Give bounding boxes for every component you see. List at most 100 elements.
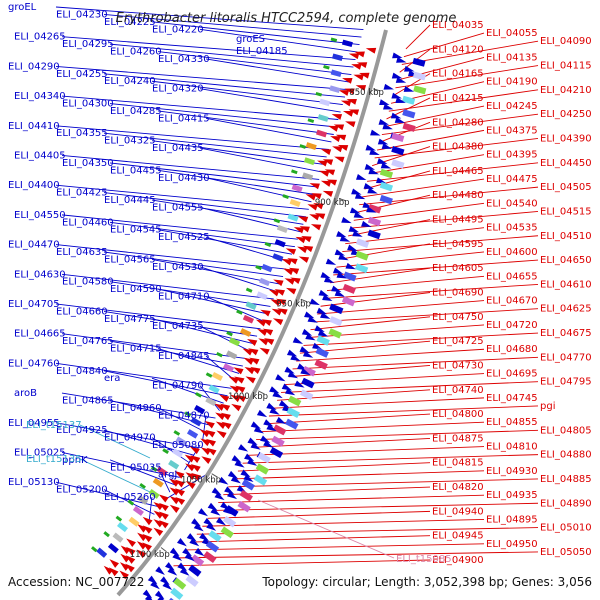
forward-gene-arrow [394, 117, 406, 123]
gene-label: ELI_04875 [432, 433, 484, 444]
feature-bar [367, 216, 382, 227]
reverse-gene-arrow [332, 146, 343, 153]
gene-label: ELI_04220 [152, 24, 204, 35]
feature-bar [208, 384, 220, 394]
gene-label: ELI_04280 [432, 117, 484, 128]
reverse-gene-arrow [126, 538, 136, 548]
feature-marker [323, 65, 330, 70]
gene-label: ELI_04800 [432, 409, 484, 420]
feature-bar [253, 474, 268, 486]
feature-bar [152, 477, 164, 488]
forward-gene-arrow [316, 307, 327, 315]
gene-label: ELI_04495 [432, 215, 484, 226]
forward-gene-arrow [378, 119, 389, 125]
forward-gene-arrow [247, 458, 258, 466]
gene-label: ELI_04880 [540, 450, 592, 461]
reverse-gene-arrow [340, 100, 352, 107]
gene-label: ELI_04900 [432, 555, 484, 566]
reverse-gene-arrow [243, 357, 254, 365]
gene-label: ELI_04210 [540, 85, 592, 96]
forward-gene-arrow [294, 380, 305, 388]
feature-bar [354, 263, 369, 274]
reverse-gene-arrow [324, 169, 336, 176]
gene-label: ELI_04250 [540, 109, 592, 120]
feature-bar [225, 505, 239, 517]
gene-label: ELI_04855 [486, 417, 538, 428]
label-connector [310, 316, 431, 331]
forward-gene-arrow [352, 230, 363, 237]
reverse-gene-arrow [344, 88, 355, 95]
forward-gene-arrow [336, 230, 347, 238]
gene-label: ELI_04565 [104, 254, 156, 265]
forward-gene-arrow [179, 567, 190, 576]
feature-bar [190, 554, 205, 567]
reverse-gene-arrow [322, 190, 334, 197]
feature-bar [96, 547, 108, 558]
forward-gene-arrow [243, 474, 254, 482]
gene-label: ELI_04730 [432, 360, 484, 371]
forward-gene-arrow [206, 522, 217, 531]
gene-label: ELI_04650 [540, 255, 592, 266]
feature-bar [355, 250, 369, 261]
tick-mark [160, 547, 167, 553]
label-connector [157, 229, 293, 255]
feature-bar [402, 122, 416, 132]
reverse-gene-arrow [137, 532, 147, 542]
forward-gene-arrow [155, 566, 165, 576]
gene-label: ELI_04525 [158, 232, 210, 243]
feature-marker [282, 194, 290, 199]
forward-gene-arrow [250, 421, 261, 429]
gene-label: ELI_04595 [432, 239, 484, 250]
feature-bar [379, 168, 394, 179]
feature-bar [271, 435, 285, 447]
gene-label: ELI_04535 [486, 223, 538, 234]
forward-gene-arrow [150, 580, 160, 590]
label-connector [247, 446, 485, 456]
forward-gene-arrow [230, 475, 241, 484]
label-connector [405, 24, 431, 50]
reverse-gene-arrow [244, 367, 255, 375]
forward-gene-arrow [381, 143, 393, 149]
forward-gene-arrow [301, 328, 313, 336]
label-connector [55, 244, 287, 270]
gene-label: ELI_04425 [56, 188, 108, 199]
forward-gene-arrow [210, 507, 221, 516]
gene-label: ELI_04660 [56, 306, 108, 317]
label-connector [273, 397, 485, 409]
reverse-gene-arrow [333, 124, 345, 131]
reverse-gene-arrow [184, 454, 195, 463]
gene-label: ELI_04865 [62, 395, 114, 406]
gene-feature-track [91, 37, 427, 600]
forward-gene-arrow [281, 383, 293, 391]
forward-gene-arrow [368, 168, 379, 175]
gene-label: ELI_04350 [62, 158, 114, 169]
feature-bar [314, 359, 328, 370]
gene-label: ELI_04795 [540, 377, 592, 388]
feature-bar [107, 542, 119, 554]
forward-gene-arrow [218, 476, 229, 485]
gene-label: ELI_04580 [62, 277, 114, 288]
label-connector [313, 308, 539, 323]
gene-label: ELI_04555 [152, 202, 204, 213]
feature-bar [259, 277, 271, 287]
label-connector [277, 389, 431, 401]
reverse-gene-arrow [342, 77, 353, 84]
reverse-gene-arrow [356, 62, 368, 68]
label-connector [151, 318, 254, 345]
gene-label: ELI_04840 [56, 366, 108, 377]
feature-bar [185, 574, 199, 587]
label-connector [205, 117, 332, 143]
feature-bar [175, 436, 187, 446]
gene-label: ELI_04215 [432, 93, 484, 104]
feature-bar [289, 198, 301, 208]
forward-gene-arrow [147, 575, 158, 585]
feature-bar [332, 53, 343, 61]
forward-gene-arrow [345, 262, 356, 270]
feature-bar [269, 446, 284, 459]
label-connector [205, 177, 312, 203]
reverse-gene-arrow [216, 430, 227, 439]
forward-gene-arrow [227, 470, 239, 479]
label-connector [151, 80, 343, 105]
reverse-gene-arrow [215, 412, 226, 420]
